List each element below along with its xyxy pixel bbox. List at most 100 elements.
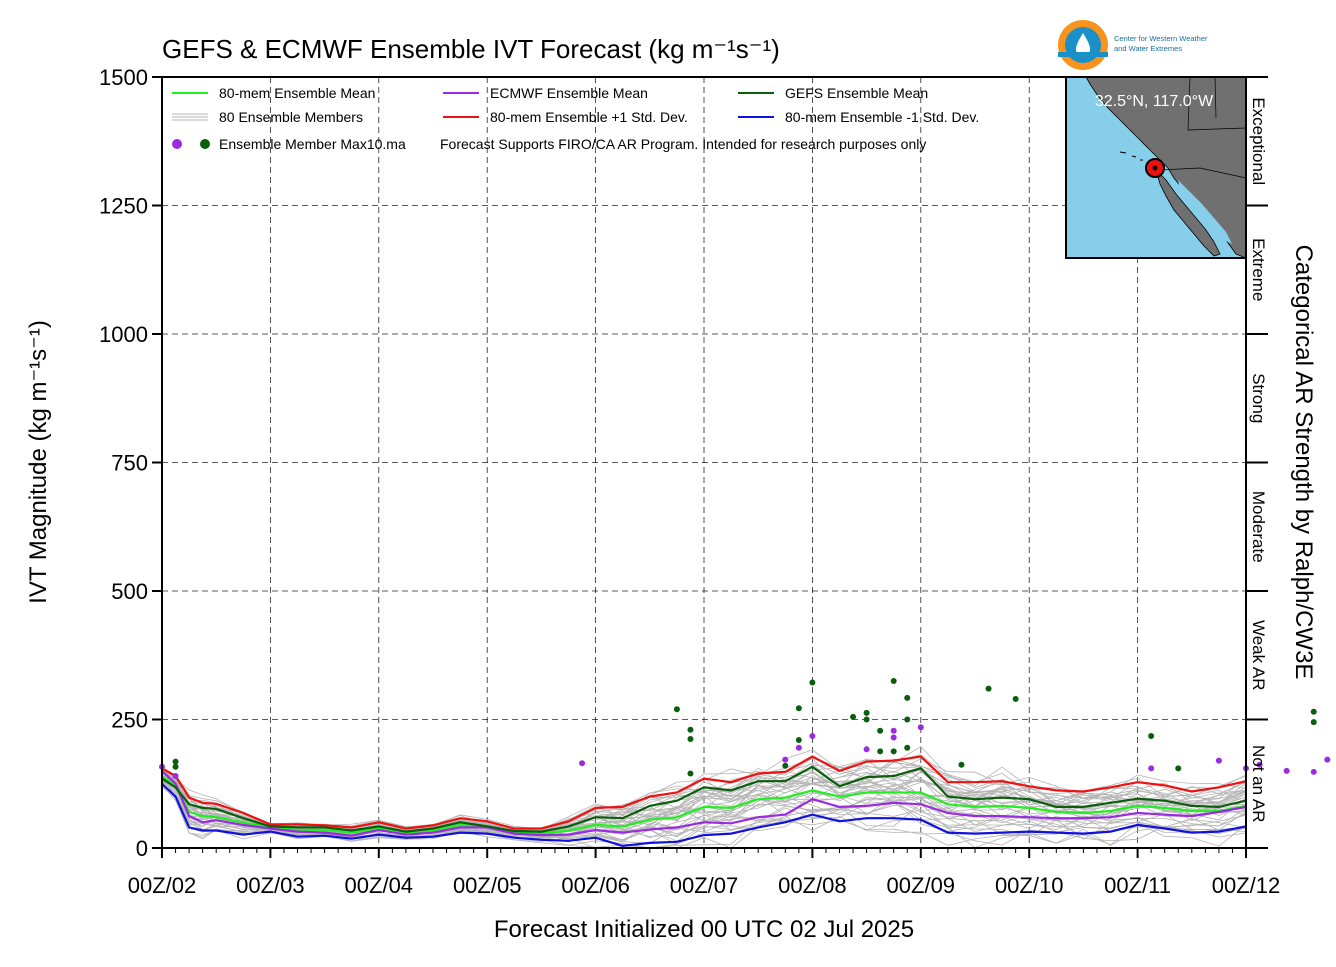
member-max-point-ecmwf bbox=[1283, 767, 1290, 774]
legend-label-minus-std: 80-mem Ensemble -1 Std. Dev. bbox=[785, 109, 979, 125]
member-max-point-gefs bbox=[863, 709, 870, 716]
legend-label-ens-mean: 80-mem Ensemble Mean bbox=[219, 85, 375, 101]
category-label: Exceptional bbox=[1249, 97, 1268, 185]
legend-label-plus-std: 80-mem Ensemble +1 Std. Dev. bbox=[490, 109, 688, 125]
legend-label-member-max: Ensemble Member Max10.ma bbox=[219, 136, 406, 152]
right-category-axis: Not an AR Weak AR Moderate Strong Extreme Exc… bbox=[1246, 76, 1268, 849]
y-tick-label: 750 bbox=[111, 451, 148, 476]
x-axis-label: Forecast Initialized 00 UTC 02 Jul 2025 bbox=[494, 916, 914, 943]
category-label: Moderate bbox=[1249, 491, 1268, 563]
member-max-point-gefs bbox=[877, 727, 884, 734]
member-max-point-ecmwf bbox=[917, 724, 924, 731]
member-max-point-gefs bbox=[1310, 708, 1317, 715]
member-max-point-gefs bbox=[172, 763, 179, 770]
x-tick-label: 00Z/08 bbox=[778, 873, 847, 898]
y-axis-label: IVT Magnitude (kg m⁻¹s⁻¹) bbox=[25, 320, 52, 604]
member-max-point-gefs bbox=[673, 706, 680, 713]
x-tick-label: 00Z/05 bbox=[453, 873, 522, 898]
member-max-point-gefs bbox=[795, 705, 802, 712]
logo-text-line1: Center for Western Weather bbox=[1114, 34, 1208, 43]
legend-label-ecmwf-mean: ECMWF Ensemble Mean bbox=[490, 85, 648, 101]
category-label: Weak AR bbox=[1249, 620, 1268, 691]
category-label: Not an AR bbox=[1249, 745, 1268, 823]
member-max-point-gefs bbox=[809, 679, 816, 686]
inset-map: 32.5°N, 117.0°W bbox=[1065, 76, 1247, 259]
series-line-80-mem-ensemble-mean bbox=[161, 775, 1247, 835]
y-tick-label: 500 bbox=[111, 579, 148, 604]
member-max-point-gefs bbox=[850, 713, 857, 720]
ensemble-member-line bbox=[161, 768, 1247, 833]
member-max-point-gefs bbox=[1148, 732, 1155, 739]
logo-text-line2: and Water Extremes bbox=[1114, 44, 1182, 53]
x-tick-label: 00Z/10 bbox=[995, 873, 1064, 898]
y-tick-label: 0 bbox=[136, 836, 148, 861]
series-line-gefs-ensemble-mean bbox=[161, 765, 1247, 833]
member-max-point-ecmwf bbox=[1215, 757, 1222, 764]
ensemble-member-line bbox=[161, 778, 1247, 837]
member-max-point-gefs bbox=[904, 744, 911, 751]
member-max-point-gefs bbox=[1012, 695, 1019, 702]
series-layer bbox=[161, 755, 1247, 848]
member-max-point-ecmwf bbox=[795, 744, 802, 751]
map-land-baja bbox=[1155, 168, 1221, 257]
member-max-point-gefs bbox=[863, 716, 870, 723]
member-max-point-ecmwf bbox=[863, 746, 870, 753]
member-max-point-gefs bbox=[1310, 719, 1317, 726]
map-channel-islands bbox=[1119, 151, 1143, 161]
cw3e-logo: Center for Western Weather and Water Ext… bbox=[1058, 20, 1208, 70]
disclaimer-text: Forecast Supports FIRO/CA AR Program. In… bbox=[440, 136, 926, 152]
member-max-point-gefs bbox=[985, 685, 992, 692]
x-tick-label: 00Z/02 bbox=[128, 873, 197, 898]
x-tick-label: 00Z/04 bbox=[345, 873, 414, 898]
member-max-point-gefs bbox=[172, 758, 179, 765]
x-tick-label: 00Z/12 bbox=[1212, 873, 1281, 898]
x-axis: 00Z/02 00Z/03 00Z/04 00Z/05 00Z/06 00Z/07 00Z/… bbox=[128, 848, 1281, 898]
member-max-point-gefs bbox=[687, 770, 694, 777]
member-max-point-ecmwf bbox=[890, 734, 897, 741]
right-axis-label: Categorical AR Strength by Ralph/CW3E bbox=[1290, 245, 1317, 680]
member-max-point-gefs bbox=[795, 737, 802, 744]
series-line-ecmwf-ensemble-mean bbox=[161, 770, 1247, 837]
member-max-points-layer bbox=[159, 677, 1331, 780]
y-tick-label: 1000 bbox=[99, 322, 148, 347]
legend-label-gefs-mean: GEFS Ensemble Mean bbox=[785, 85, 928, 101]
member-max-point-ecmwf bbox=[579, 760, 586, 767]
map-border-lines bbox=[1159, 77, 1246, 179]
y-tick-label: 1250 bbox=[99, 194, 148, 219]
grid-layer bbox=[162, 77, 1246, 848]
x-tick-label: 00Z/07 bbox=[670, 873, 739, 898]
member-max-point-ecmwf bbox=[1256, 761, 1263, 768]
series-line-80-mem-ensemble-1-std-dev- bbox=[161, 782, 1247, 848]
member-max-point-ecmwf bbox=[890, 727, 897, 734]
chart-title: GEFS & ECMWF Ensemble IVT Forecast (kg m… bbox=[162, 34, 780, 64]
series-line-80-mem-ensemble-1-std-dev- bbox=[161, 755, 1247, 830]
ensemble-member-line bbox=[161, 776, 1247, 838]
member-max-point-ecmwf bbox=[172, 773, 179, 780]
member-max-point-ecmwf bbox=[1148, 765, 1155, 772]
y-tick-label: 250 bbox=[111, 708, 148, 733]
x-tick-label: 00Z/03 bbox=[236, 873, 305, 898]
legend-label-members: 80 Ensemble Members bbox=[219, 109, 363, 125]
logo-wave-band bbox=[1058, 52, 1108, 57]
member-max-point-gefs bbox=[877, 748, 884, 755]
x-tick-label: 00Z/09 bbox=[887, 873, 956, 898]
map-gulf bbox=[1178, 180, 1232, 244]
member-max-point-ecmwf bbox=[782, 756, 789, 763]
legend-swatch-max-ecmwf bbox=[172, 139, 182, 149]
water-drop-icon bbox=[1076, 33, 1090, 56]
inset-map-frame bbox=[1065, 76, 1247, 259]
member-max-point-gefs bbox=[904, 694, 911, 701]
member-max-point-gefs bbox=[904, 716, 911, 723]
member-max-point-gefs bbox=[890, 677, 897, 684]
map-location-label: 32.5°N, 117.0°W bbox=[1095, 93, 1214, 110]
y-axis: 0 250 500 750 1000 1250 1500 bbox=[99, 65, 162, 861]
member-max-point-gefs bbox=[890, 748, 897, 755]
member-max-point-ecmwf bbox=[1310, 768, 1317, 775]
x-tick-label: 00Z/11 bbox=[1104, 873, 1171, 898]
member-max-point-gefs bbox=[687, 736, 694, 743]
category-label: Extreme bbox=[1249, 238, 1268, 301]
member-max-point-ecmwf bbox=[1324, 756, 1331, 763]
y-tick-label: 1500 bbox=[99, 65, 148, 90]
